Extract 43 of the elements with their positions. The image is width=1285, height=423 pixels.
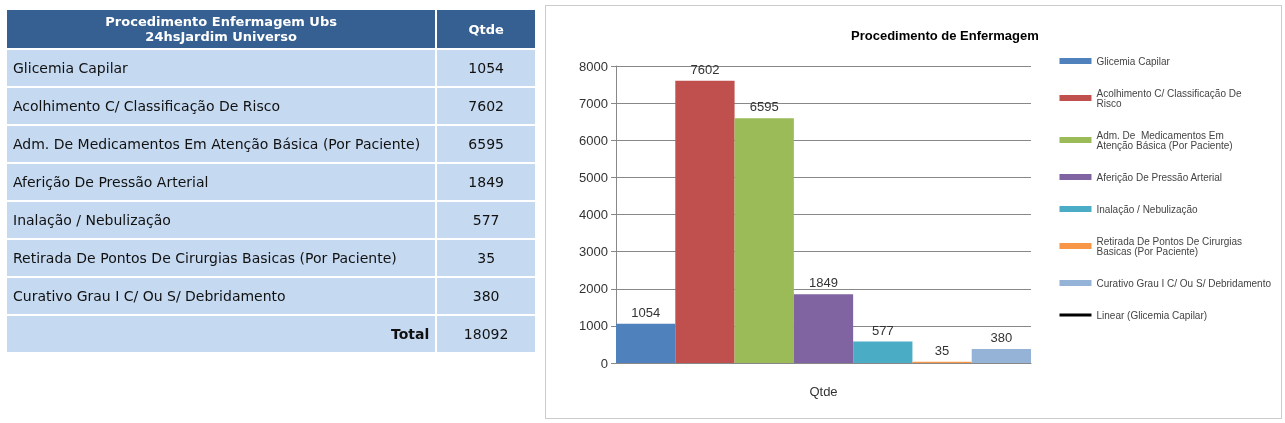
category-label: Inalação / Nebulização (6, 201, 437, 239)
text: 6595 (468, 136, 504, 152)
legend-label: Glicemia Capilar (1096, 55, 1171, 67)
category-label: Retirada De Pontos De Cirurgias Basicas (Por Paciente) (6, 239, 437, 277)
text: 7602 (468, 98, 504, 114)
y-tick-label: 5000 (579, 169, 608, 185)
legend-label: Adm. De Medicamentos Em Atenção Básica (Por Paciente) (1096, 129, 1233, 151)
text: 35 (477, 250, 496, 266)
y-tick-label: 7000 (579, 95, 608, 111)
y-tick-label: 3000 (579, 244, 608, 260)
category-label: Acolhimento C/ Classificação De Risco (6, 87, 437, 125)
y-tick-label: 6000 (579, 132, 608, 148)
data-label: 6595 (749, 99, 779, 115)
y-tick-label: 4000 (579, 207, 608, 222)
data-label: 577 (871, 322, 894, 338)
text: Procedimento Enfermagem Ubs 24hsJardim Universo (6, 9, 437, 49)
legend-label: Linear (Glicemia Capilar) (1096, 309, 1208, 321)
y-tick-label: 8000 (579, 58, 608, 74)
text: 380 (472, 288, 500, 304)
legend-label: Inalação / Nebulização (1096, 203, 1199, 215)
text: 1054 (468, 60, 504, 76)
y-tick-label: 1000 (579, 318, 608, 334)
chart-title: Procedimento de Enfermagem (851, 28, 1039, 43)
category-label: Adm. De Medicamentos Em Atenção Básica (Por Paciente) (6, 125, 437, 163)
text: Total (6, 315, 437, 353)
data-label: 1849 (809, 275, 838, 291)
y-tick-label: 2000 (579, 281, 608, 297)
category-label: Aferição De Pressão Arterial (6, 163, 437, 201)
text: 577 (472, 212, 500, 228)
data-label: 380 (990, 329, 1013, 345)
text: Qtde (436, 9, 536, 49)
data-label: 1054 (631, 304, 661, 320)
legend-label: Acolhimento C/ Classificação De Risco (1096, 87, 1245, 109)
x-axis-title: Qtde (809, 384, 838, 399)
legend-label: Aferição De Pressão Arterial (1096, 171, 1223, 183)
data-label: 35 (934, 342, 950, 358)
text: 1849 (468, 174, 504, 190)
legend-label: Retirada De Pontos De Cirurgias Basicas (Por Paciente) (1096, 235, 1245, 257)
text: 18092 (436, 315, 536, 353)
legend-label: Curativo Grau I C/ Ou S/ Debridamento (1096, 277, 1272, 289)
category-label: Glicemia Capilar (6, 49, 437, 87)
y-tick-label: 0 (600, 355, 608, 371)
category-label: Curativo Grau I C/ Ou S/ Debridamento (6, 277, 437, 315)
